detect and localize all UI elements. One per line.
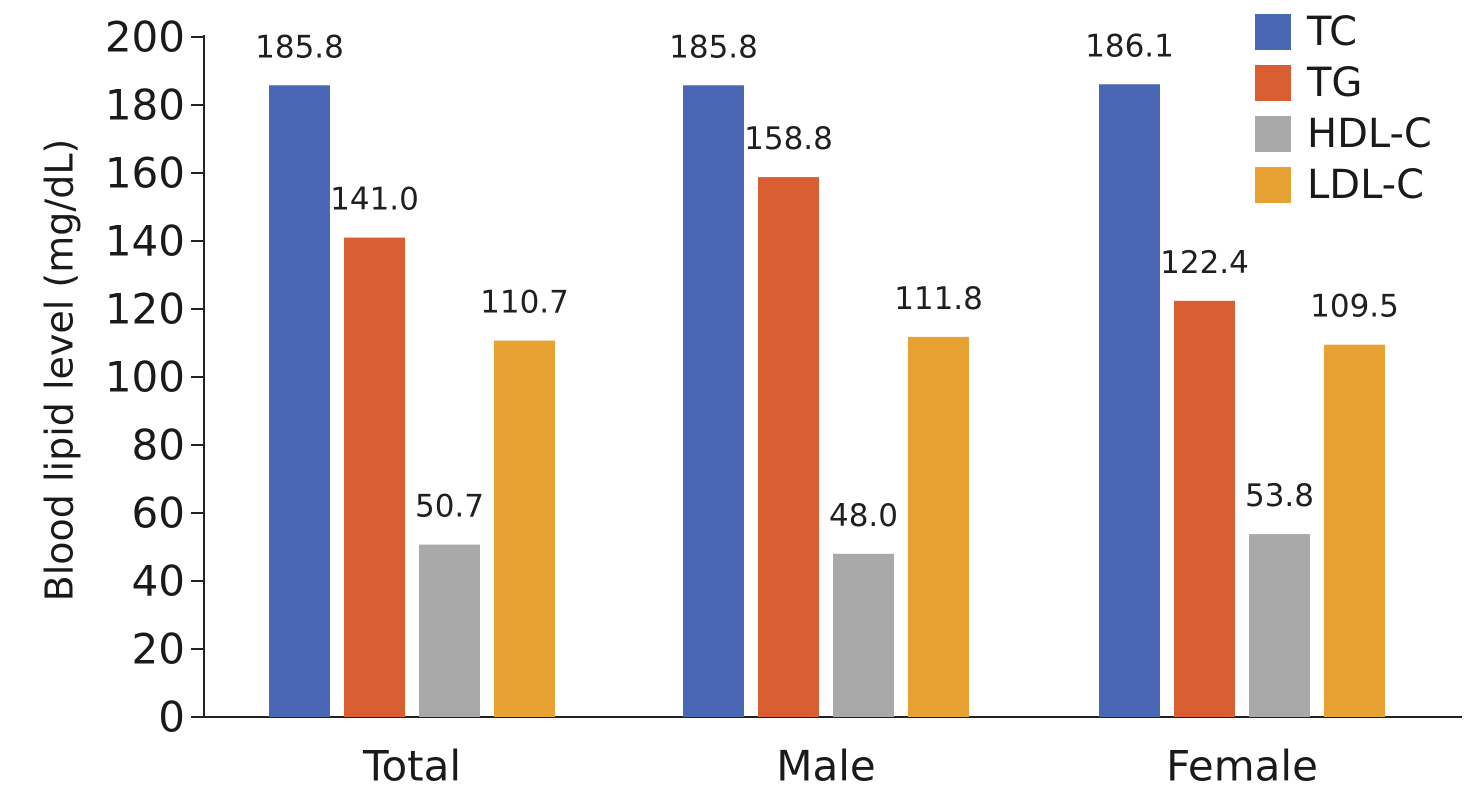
data-label-ldl-c-total: 110.7: [480, 285, 569, 321]
y-axis-title-group: Blood lipid level (mg/dL): [38, 139, 82, 602]
legend-label-hdl-c: HDL-C: [1307, 111, 1432, 157]
data-label-tg-male: 158.8: [744, 121, 833, 157]
bar-ldl-c-female: [1324, 344, 1385, 717]
legend: TC TG HDL-C LDL-C: [1255, 9, 1432, 208]
legend-swatch-ldl-c: [1255, 167, 1291, 203]
x-category-label-male: Male: [776, 742, 875, 791]
y-tick-label: 200: [105, 13, 185, 62]
bar-tc-total: [269, 85, 330, 717]
bar-hdl-c-female: [1249, 534, 1310, 717]
bar-tg-male: [758, 177, 819, 717]
bar-tc-female: [1099, 84, 1160, 717]
data-label-ldl-c-female: 109.5: [1310, 289, 1399, 325]
bar-tg-total: [344, 237, 405, 717]
data-label-tc-total: 185.8: [255, 29, 344, 65]
data-label-tg-female: 122.4: [1160, 245, 1249, 281]
legend-swatch-tg: [1255, 65, 1291, 101]
data-label-tg-total: 141.0: [330, 182, 419, 218]
bar-hdl-c-total: [419, 544, 480, 717]
y-tick-label: 60: [132, 489, 185, 538]
y-tick-label: 160: [105, 149, 185, 198]
data-labels: 185.8 141.0 50.7 110.7 185.8 158.8 48.0 111.8 18…: [255, 28, 1399, 534]
legend-swatch-tc: [1255, 14, 1291, 50]
legend-label-tc: TC: [1306, 9, 1357, 55]
y-tick-label: 140: [105, 217, 185, 266]
data-label-hdl-c-total: 50.7: [415, 489, 484, 525]
bar-tc-male: [683, 85, 744, 717]
x-category-label-female: Female: [1166, 742, 1318, 791]
bar-tg-female: [1174, 300, 1235, 717]
bar-hdl-c-male: [833, 553, 894, 717]
y-tick-label: 80: [132, 421, 185, 470]
y-tick-label: 40: [132, 557, 185, 606]
axes: 0 20 40 60 80 100 120 140 160 180 200 Total Male Fema…: [105, 13, 1462, 791]
y-tick-label: 0: [158, 693, 185, 742]
x-category-label-total: Total: [362, 742, 461, 791]
y-tick-label: 180: [105, 81, 185, 130]
bars: [269, 84, 1385, 717]
legend-swatch-hdl-c: [1255, 116, 1291, 152]
bar-ldl-c-male: [908, 336, 969, 717]
data-label-tc-male: 185.8: [669, 29, 758, 65]
y-tick-label: 20: [132, 625, 185, 674]
data-label-hdl-c-female: 53.8: [1245, 478, 1314, 514]
data-label-tc-female: 186.1: [1085, 28, 1174, 64]
y-axis-title: Blood lipid level (mg/dL): [38, 139, 82, 602]
data-label-hdl-c-male: 48.0: [829, 498, 898, 534]
y-tick-label: 100: [105, 353, 185, 402]
y-tick-label: 120: [105, 285, 185, 334]
data-label-ldl-c-male: 111.8: [894, 281, 983, 317]
legend-label-ldl-c: LDL-C: [1307, 162, 1424, 208]
bar-ldl-c-total: [494, 340, 555, 717]
legend-label-tg: TG: [1306, 60, 1362, 106]
